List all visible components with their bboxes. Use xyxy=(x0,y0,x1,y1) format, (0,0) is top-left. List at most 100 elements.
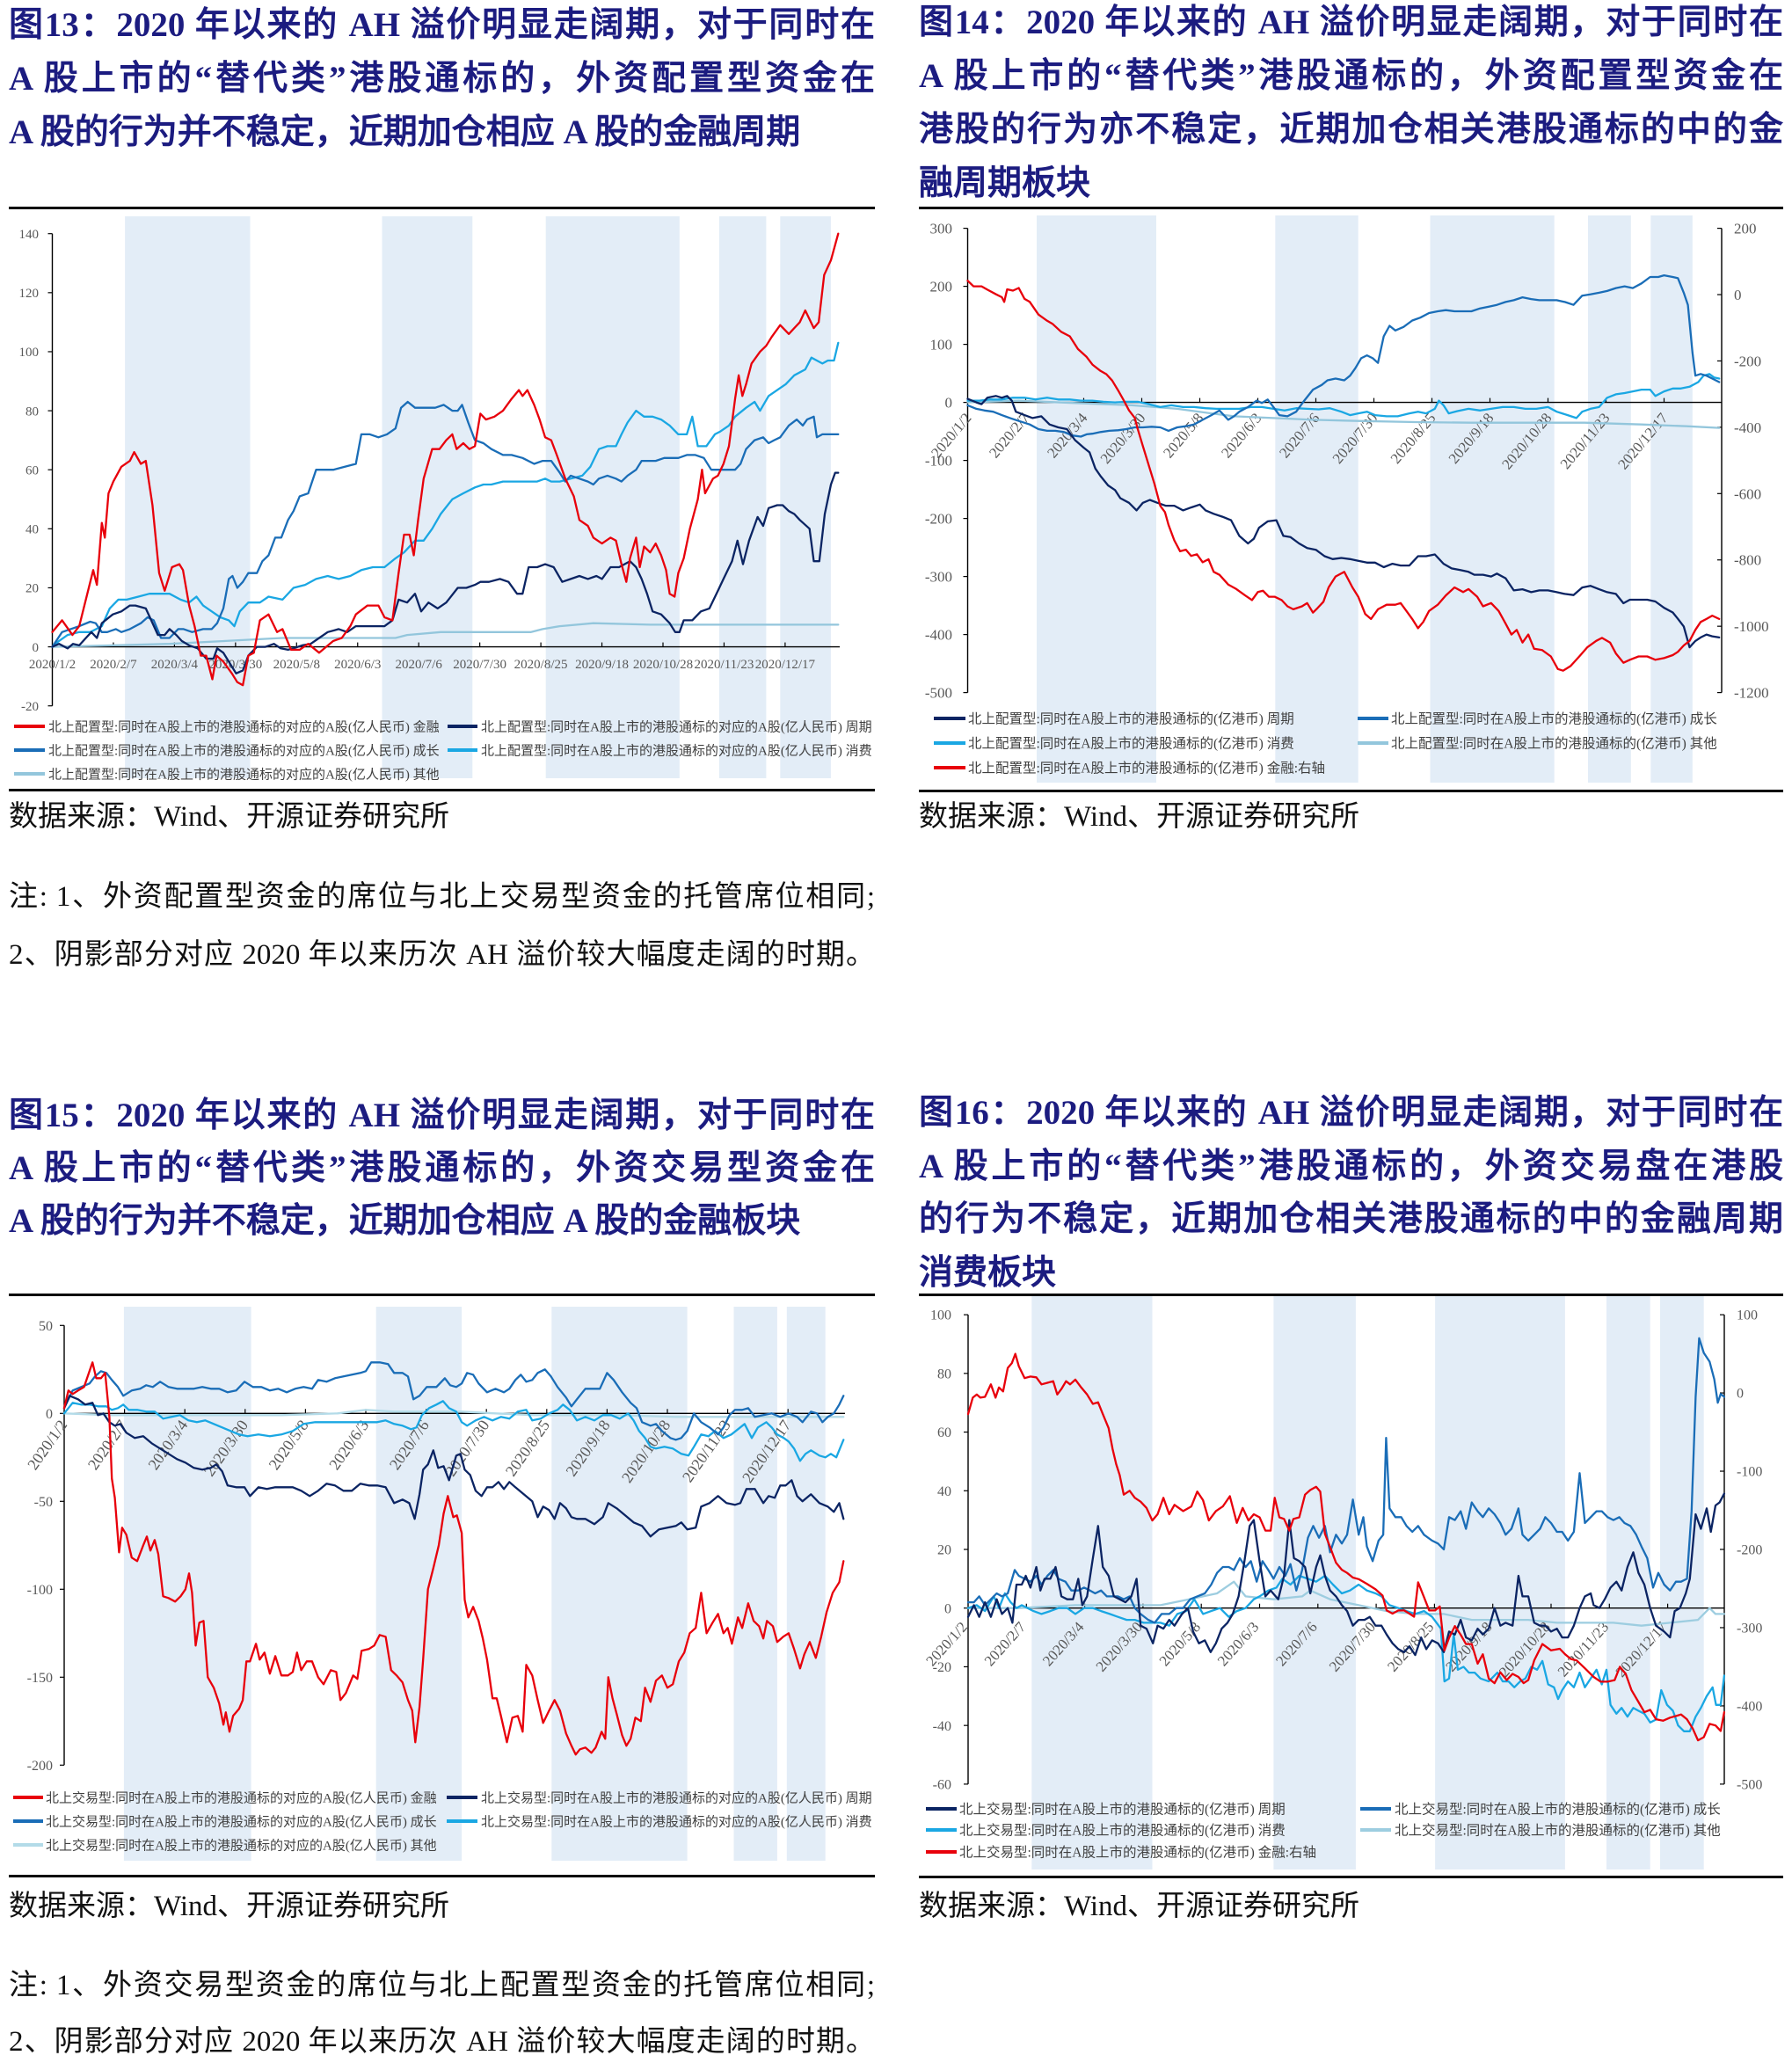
x-tick-label: 2020/7/30 xyxy=(453,658,506,672)
y-tick-label: 50 xyxy=(39,1319,53,1334)
series-line-consumer xyxy=(62,1400,845,1462)
y-tick-label: -50 xyxy=(34,1495,53,1510)
x-tick-label: 2020/6/3 xyxy=(325,1417,372,1473)
divider xyxy=(919,1876,1783,1878)
legend-label: 北上交易型:同时在A股上市的港股通标的对应的A股(亿人民币) 金融 xyxy=(46,1789,437,1805)
legend-item-cyclical: 北上配置型:同时在A股上市的港股通标的(亿港币) 周期 xyxy=(934,711,1294,726)
legend-label: 北上交易型:同时在A股上市的港股通标的(亿港币) 其他 xyxy=(1395,1822,1721,1838)
legend-item-other: 北上交易型:同时在A股上市的港股通标的(亿港币) 其他 xyxy=(1360,1822,1721,1838)
legend-label: 北上配置型:同时在A股上市的港股通标的对应的A股(亿人民币) 其他 xyxy=(48,766,440,782)
legend-item-other: 北上配置型:同时在A股上市的港股通标的(亿港币) 其他 xyxy=(1358,735,1717,751)
chart-fig16: 100 80 60 40 20 0 -20 -40 -60 100 0 -100 -200 -300 -40… xyxy=(922,1296,1762,1870)
x-tick-label: 2020/6/3 xyxy=(334,658,381,672)
y-tick-label: -100 xyxy=(925,453,952,470)
series-lines xyxy=(51,232,840,687)
divider xyxy=(919,1294,1783,1296)
y-right-tick-label: -100 xyxy=(1737,1465,1762,1480)
shaded-periods xyxy=(1031,1296,1704,1870)
legend-item-cyclical: 北上配置型:同时在A股上市的港股通标的对应的A股(亿人民币) 周期 xyxy=(448,718,872,734)
shaded-period xyxy=(1650,215,1693,783)
shaded-periods xyxy=(1037,215,1693,783)
legend-label: 北上配置型:同时在A股上市的港股通标的对应的A股(亿人民币) 金融 xyxy=(48,718,440,734)
divider xyxy=(919,790,1783,792)
shaded-period xyxy=(545,216,680,778)
y-tick-label: 60 xyxy=(937,1425,951,1440)
y-tick-label: 60 xyxy=(25,463,39,477)
y-tick-label: 40 xyxy=(937,1484,951,1499)
divider xyxy=(919,207,1783,209)
x-tick-label: 2020/1/2 xyxy=(29,658,76,672)
y-tick-label: -500 xyxy=(925,685,952,702)
legend-label: 北上交易型:同时在A股上市的港股通标的对应的A股(亿人民币) 成长 xyxy=(46,1813,437,1829)
x-tick-label: 2020/5/8 xyxy=(266,1417,312,1473)
figure-14-title: 图14：2020 年以来的 AH 溢价明显走阔期，对于同时在 A 股上市的“替代… xyxy=(919,0,1783,209)
legend-item-growth: 北上配置型:同时在A股上市的港股通标的对应的A股(亿人民币) 成长 xyxy=(14,742,440,758)
shaded-period xyxy=(786,1307,826,1861)
legend-item-finance: 北上交易型:同时在A股上市的港股通标的(亿港币) 金融:右轴 xyxy=(926,1844,1316,1860)
y-right-tick-label: -1000 xyxy=(1734,618,1769,635)
x-tick-label: 2020/8/25 xyxy=(502,1417,553,1479)
legend-label: 北上交易型:同时在A股上市的港股通标的(亿港币) 消费 xyxy=(959,1822,1286,1838)
y-tick-label: -150 xyxy=(27,1671,53,1686)
divider xyxy=(9,207,875,209)
x-tick-label: 2020/3/4 xyxy=(151,658,199,672)
series-line-finance xyxy=(51,232,840,687)
y-tick-label: 40 xyxy=(25,523,39,537)
x-tick-label: 2020/8/25 xyxy=(514,658,568,672)
series-line-consumer xyxy=(51,341,840,648)
series-line-cyclical xyxy=(51,471,840,674)
title-line: 图13：2020 年以来的 AH 溢价明显走阔期，对于同时在 xyxy=(9,6,875,44)
shaded-period xyxy=(1273,1296,1356,1870)
figure-13-title: 图13：2020 年以来的 AH 溢价明显走阔期，对于同时在 A 股上市的“替代… xyxy=(9,0,875,158)
series-line-other xyxy=(62,1409,845,1418)
legend-label: 北上配置型:同时在A股上市的港股通标的(亿港币) 周期 xyxy=(968,711,1294,726)
series-line-growth xyxy=(966,1337,1726,1624)
series-line-cyclical xyxy=(62,1395,845,1538)
legend-item-other: 北上配置型:同时在A股上市的港股通标的对应的A股(亿人民币) 其他 xyxy=(14,766,440,782)
legend-label: 北上交易型:同时在A股上市的港股通标的(亿港币) 成长 xyxy=(1395,1801,1721,1817)
series-line-finance xyxy=(62,1361,845,1756)
series-line-consumer xyxy=(966,373,1721,419)
chart-fig13: 140 120 100 80 60 40 20 0 -20 2020/1/2 2020/2/7 202… xyxy=(14,216,872,782)
shaded-period xyxy=(1037,215,1156,783)
shaded-periods xyxy=(123,1307,826,1861)
chart-fig14: 300 200 100 0 -100 -200 -300 -400 -500 200 0 -200 -4… xyxy=(925,215,1769,783)
series-lines xyxy=(966,273,1721,672)
x-tick-label: 2020/5/8 xyxy=(1160,410,1206,462)
x-tick-label: 2020/5/8 xyxy=(1156,1619,1205,1670)
legend-label: 北上交易型:同时在A股上市的港股通标的(亿港币) 金融:右轴 xyxy=(959,1844,1316,1860)
x-tick-label: 2020/9/18 xyxy=(575,658,629,672)
legend-label: 北上交易型:同时在A股上市的港股通标的(亿港币) 周期 xyxy=(959,1801,1286,1817)
legend-item-growth: 北上交易型:同时在A股上市的港股通标的对应的A股(亿人民币) 成长 xyxy=(13,1813,437,1829)
figure-notes: 注: 1、外资配置型资金的席位与北上交易型资金的托管席位相同; 2、阴影部分对应… xyxy=(9,868,875,984)
y-tick-label: -20 xyxy=(21,700,39,714)
x-tick-label: 2020/5/8 xyxy=(273,658,320,672)
x-tick-label: 2020/10/28 xyxy=(633,658,693,672)
y-right-tick-label: -200 xyxy=(1737,1543,1762,1558)
legend-label: 北上配置型:同时在A股上市的港股通标的(亿港币) 消费 xyxy=(968,735,1294,751)
y-tick-label: 100 xyxy=(930,337,953,354)
y-right-tick-label: -800 xyxy=(1734,552,1761,569)
y-right-tick-label: -300 xyxy=(1737,1622,1762,1636)
shaded-period xyxy=(125,216,251,778)
title-line: A 股的行为并不稳定，近期加仓相应 A 股的金融板块 xyxy=(9,1202,801,1240)
y-tick-label: -200 xyxy=(27,1759,53,1774)
shaded-period xyxy=(718,216,767,778)
legend-item-finance: 北上交易型:同时在A股上市的港股通标的对应的A股(亿人民币) 金融 xyxy=(13,1789,437,1805)
legend-item-finance: 北上配置型:同时在A股上市的港股通标的对应的A股(亿人民币) 金融 xyxy=(14,718,440,734)
title-line: 消费板块 xyxy=(919,1253,1057,1292)
y-tick-label: -20 xyxy=(933,1660,951,1675)
shaded-periods xyxy=(125,216,831,778)
shaded-period xyxy=(1275,215,1359,783)
title-line: A 股上市的“替代类”港股通标的，外资交易型资金在 xyxy=(9,1149,875,1187)
legend-item-consumer: 北上交易型:同时在A股上市的港股通标的(亿港币) 消费 xyxy=(926,1822,1286,1838)
title-line: A 股的行为并不稳定，近期加仓相应 A 股的金融周期 xyxy=(9,113,801,151)
title-line: 图15：2020 年以来的 AH 溢价明显走阔期，对于同时在 xyxy=(9,1097,875,1134)
note-line: 2、阴影部分对应 2020 年以来历次 AH 溢价较大幅度走阔的时期。 xyxy=(9,939,875,971)
data-source: 数据来源：Wind、开源证券研究所 xyxy=(9,1891,449,1922)
series-line-other xyxy=(966,399,1721,429)
shaded-period xyxy=(551,1307,688,1861)
y-tick-label: -100 xyxy=(27,1583,53,1598)
data-source: 数据来源：Wind、开源证券研究所 xyxy=(9,801,449,833)
